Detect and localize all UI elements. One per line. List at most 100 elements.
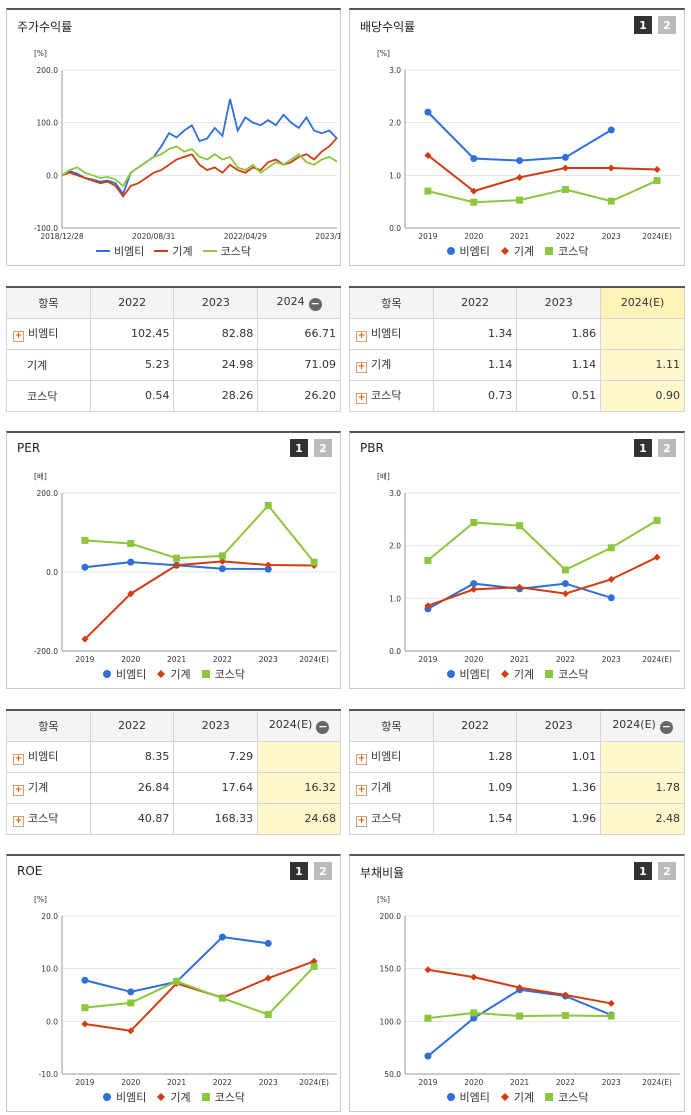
row-name[interactable]: + 비엠티 <box>349 740 434 773</box>
page-2-button[interactable]: 2 <box>658 439 676 457</box>
data-point <box>264 939 272 947</box>
expand-icon[interactable]: + <box>13 754 24 765</box>
legend: 비엠티 기계 코스닥 <box>350 1089 684 1105</box>
legend-item-s1[interactable]: 비엠티 <box>102 666 146 682</box>
expand-icon[interactable]: + <box>356 754 367 765</box>
data-point <box>173 554 181 562</box>
row-name[interactable]: + 코스닥 <box>6 802 91 835</box>
data-point <box>561 164 569 172</box>
collapse-icon[interactable]: − <box>316 719 330 734</box>
legend-item-s1[interactable]: 비엠티 <box>446 243 490 259</box>
cell: 40.87 <box>89 802 175 835</box>
data-point <box>218 933 226 941</box>
header-item: 항목 <box>349 286 434 319</box>
legend-item-s1[interactable]: 비엠티 <box>96 245 145 258</box>
page-2-button[interactable]: 2 <box>314 862 332 880</box>
legend-item-s2[interactable]: 기계 <box>500 1089 534 1105</box>
expand-icon[interactable]: + <box>13 785 24 796</box>
y-tick-label: 0.0 <box>389 647 401 656</box>
page-1-button[interactable]: 1 <box>634 16 652 34</box>
row-name[interactable]: + 비엠티 <box>6 740 91 773</box>
page-1-button[interactable]: 1 <box>290 862 308 880</box>
data-point <box>81 1020 89 1028</box>
legend-item-s3[interactable]: 코스닥 <box>544 243 589 259</box>
cell: 1.36 <box>516 771 602 804</box>
data-point <box>310 963 318 971</box>
expand-icon[interactable]: + <box>356 331 367 342</box>
expand-icon[interactable]: + <box>356 785 367 796</box>
legend-item-s3[interactable]: 코스닥 <box>202 245 251 258</box>
legend-item-s1[interactable]: 비엠티 <box>446 1089 490 1105</box>
data-point <box>310 957 318 965</box>
legend-item-s3[interactable]: 코스닥 <box>201 1089 245 1105</box>
panel-title: 부채비율 <box>360 866 405 880</box>
legend-item-s3[interactable]: 코스닥 <box>544 1089 589 1105</box>
row-name[interactable]: + 비엠티 <box>349 317 434 350</box>
cell: 1.54 <box>432 802 518 835</box>
legend-item-s2[interactable]: 기계 <box>156 1089 191 1105</box>
x-tick-label: 2020 <box>464 1078 483 1086</box>
row-name[interactable]: + 코스닥 <box>349 379 434 412</box>
table-row: 기계 5.23 24.98 71.09 <box>6 348 341 381</box>
x-tick-label: 2020 <box>464 232 483 240</box>
stock-return-table: 항목 2022 2023 2024− + 비엠티 102.45 82.88 66.… <box>6 286 341 412</box>
data-point <box>561 566 569 574</box>
collapse-icon[interactable]: − <box>308 296 322 311</box>
row-name[interactable]: + 기계 <box>349 771 434 804</box>
x-tick-label: 2020 <box>121 655 140 663</box>
cell: 17.64 <box>173 771 259 804</box>
x-tick-label: 2022 <box>556 655 575 663</box>
row-name[interactable]: + 비엠티 <box>6 317 91 350</box>
page-2-button[interactable]: 2 <box>314 439 332 457</box>
data-point <box>424 108 432 116</box>
legend-item-s2[interactable]: 기계 <box>500 666 534 682</box>
y-tick-label: -100.0 <box>34 224 58 233</box>
data-point <box>424 1014 432 1022</box>
data-point <box>173 561 181 569</box>
expand-icon[interactable]: + <box>356 362 367 373</box>
page-1-button[interactable]: 1 <box>634 862 652 880</box>
header-year: 2024(E) − <box>257 709 341 742</box>
legend-item-s2[interactable]: 기계 <box>156 666 191 682</box>
table-row: + 비엠티 102.45 82.88 66.71 <box>6 317 341 350</box>
expand-icon[interactable]: + <box>13 331 24 342</box>
data-point <box>516 1012 524 1020</box>
data-point <box>424 1052 432 1060</box>
legend-item-s1[interactable]: 비엠티 <box>102 1089 146 1105</box>
legend-item-s1[interactable]: 비엠티 <box>446 666 490 682</box>
row-name[interactable]: + 코스닥 <box>349 802 434 835</box>
row-name[interactable]: + 기계 <box>6 771 91 804</box>
expand-icon[interactable]: + <box>13 816 24 827</box>
cell: 1.01 <box>516 740 602 773</box>
legend-item-s3[interactable]: 코스닥 <box>544 666 589 682</box>
x-tick-label: 2021 <box>167 1078 186 1086</box>
header-year: 2023 <box>516 286 602 319</box>
legend-item-s2[interactable]: 기계 <box>154 245 193 258</box>
x-tick-label: 2022 <box>556 1078 575 1086</box>
header-item: 항목 <box>6 709 91 742</box>
cell: 102.45 <box>89 317 175 350</box>
expand-icon[interactable]: + <box>356 393 367 404</box>
row-name[interactable]: + 기계 <box>349 348 434 381</box>
y-unit-label: [%] <box>377 895 390 904</box>
legend-item-s3[interactable]: 코스닥 <box>201 666 245 682</box>
page-2-button[interactable]: 2 <box>658 16 676 34</box>
data-point <box>81 563 89 571</box>
data-point <box>561 186 569 194</box>
pbr-table: 항목 2022 2023 2024(E) − + 비엠티 1.28 1.01 + 기계… <box>349 709 685 835</box>
cell: 1.09 <box>432 771 518 804</box>
legend-item-s2[interactable]: 기계 <box>500 243 534 259</box>
data-point <box>81 536 89 544</box>
y-tick-label: 10.0 <box>41 965 58 974</box>
page-2-button[interactable]: 2 <box>658 862 676 880</box>
expand-icon[interactable]: + <box>356 816 367 827</box>
x-tick-label: 2024(E) <box>642 232 672 240</box>
series-line <box>61 137 338 198</box>
page-1-button[interactable]: 1 <box>290 439 308 457</box>
collapse-icon[interactable]: − <box>659 719 673 734</box>
page-1-button[interactable]: 1 <box>634 439 652 457</box>
data-point <box>424 556 432 564</box>
cell: 66.71 <box>257 317 341 350</box>
